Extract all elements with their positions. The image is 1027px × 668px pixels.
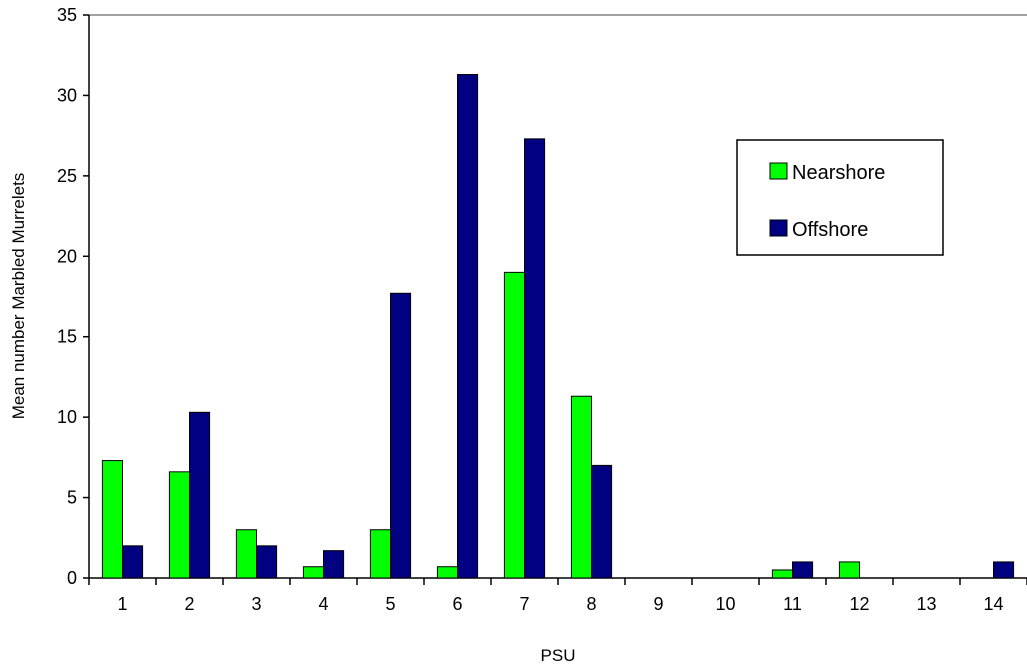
legend: Nearshore Offshore <box>736 139 944 256</box>
bar-offshore <box>457 74 479 579</box>
legend-swatch-nearshore <box>769 162 788 180</box>
x-axis-ticks: 1 2 3 4 5 6 7 8 9 10 11 12 13 14 <box>88 578 1027 614</box>
x-tick-label: 8 <box>586 594 596 614</box>
x-tick-label: 1 <box>117 594 127 614</box>
bar-offshore <box>792 561 814 579</box>
y-tick-label: 30 <box>57 85 77 105</box>
bar-offshore <box>256 545 278 579</box>
bar-nearshore <box>838 561 861 579</box>
bar-offshore <box>390 292 412 579</box>
x-tick-label: 7 <box>519 594 529 614</box>
x-tick-label: 12 <box>849 594 869 614</box>
x-tick-label: 4 <box>318 594 328 614</box>
y-tick-label: 10 <box>57 407 77 427</box>
bar-nearshore <box>235 529 257 579</box>
y-tick-label: 5 <box>67 488 77 508</box>
bar-offshore <box>524 138 546 579</box>
x-tick-label: 11 <box>783 594 802 614</box>
y-axis-ticks: 0 5 10 15 20 25 30 35 <box>57 5 89 588</box>
bar-offshore <box>189 411 211 579</box>
bar-nearshore <box>369 529 391 579</box>
bar-offshore <box>122 545 144 579</box>
x-tick-label: 2 <box>184 594 194 614</box>
y-tick-label: 0 <box>67 568 77 588</box>
y-tick-label: 15 <box>57 327 77 347</box>
y-tick-label: 35 <box>57 5 77 25</box>
x-tick-label: 9 <box>653 594 663 614</box>
bars <box>101 74 1015 579</box>
bar-nearshore <box>771 569 794 579</box>
plot-area <box>88 14 1027 579</box>
x-tick-label: 13 <box>916 594 936 614</box>
legend-swatch-offshore <box>769 219 788 237</box>
x-axis-title: PSU <box>541 646 576 665</box>
bar-nearshore <box>436 566 458 579</box>
x-tick-label: 6 <box>452 594 462 614</box>
bar-nearshore <box>101 460 124 579</box>
legend-label-offshore: Offshore <box>792 219 868 241</box>
bar-nearshore <box>503 271 525 579</box>
bar-offshore <box>993 561 1015 579</box>
bar-nearshore <box>570 395 593 579</box>
x-tick-label: 10 <box>715 594 735 614</box>
y-tick-label: 25 <box>57 166 77 186</box>
bar-offshore <box>591 464 613 579</box>
legend-label-nearshore: Nearshore <box>792 162 885 184</box>
y-axis-title: Mean number Marbled Murrelets <box>9 173 28 420</box>
bar-nearshore <box>302 566 324 579</box>
bar-offshore <box>323 550 345 579</box>
x-tick-label: 5 <box>385 594 395 614</box>
bar-nearshore <box>168 471 190 579</box>
y-tick-label: 20 <box>57 246 77 266</box>
x-tick-label: 3 <box>251 594 261 614</box>
x-tick-label: 14 <box>983 594 1003 614</box>
